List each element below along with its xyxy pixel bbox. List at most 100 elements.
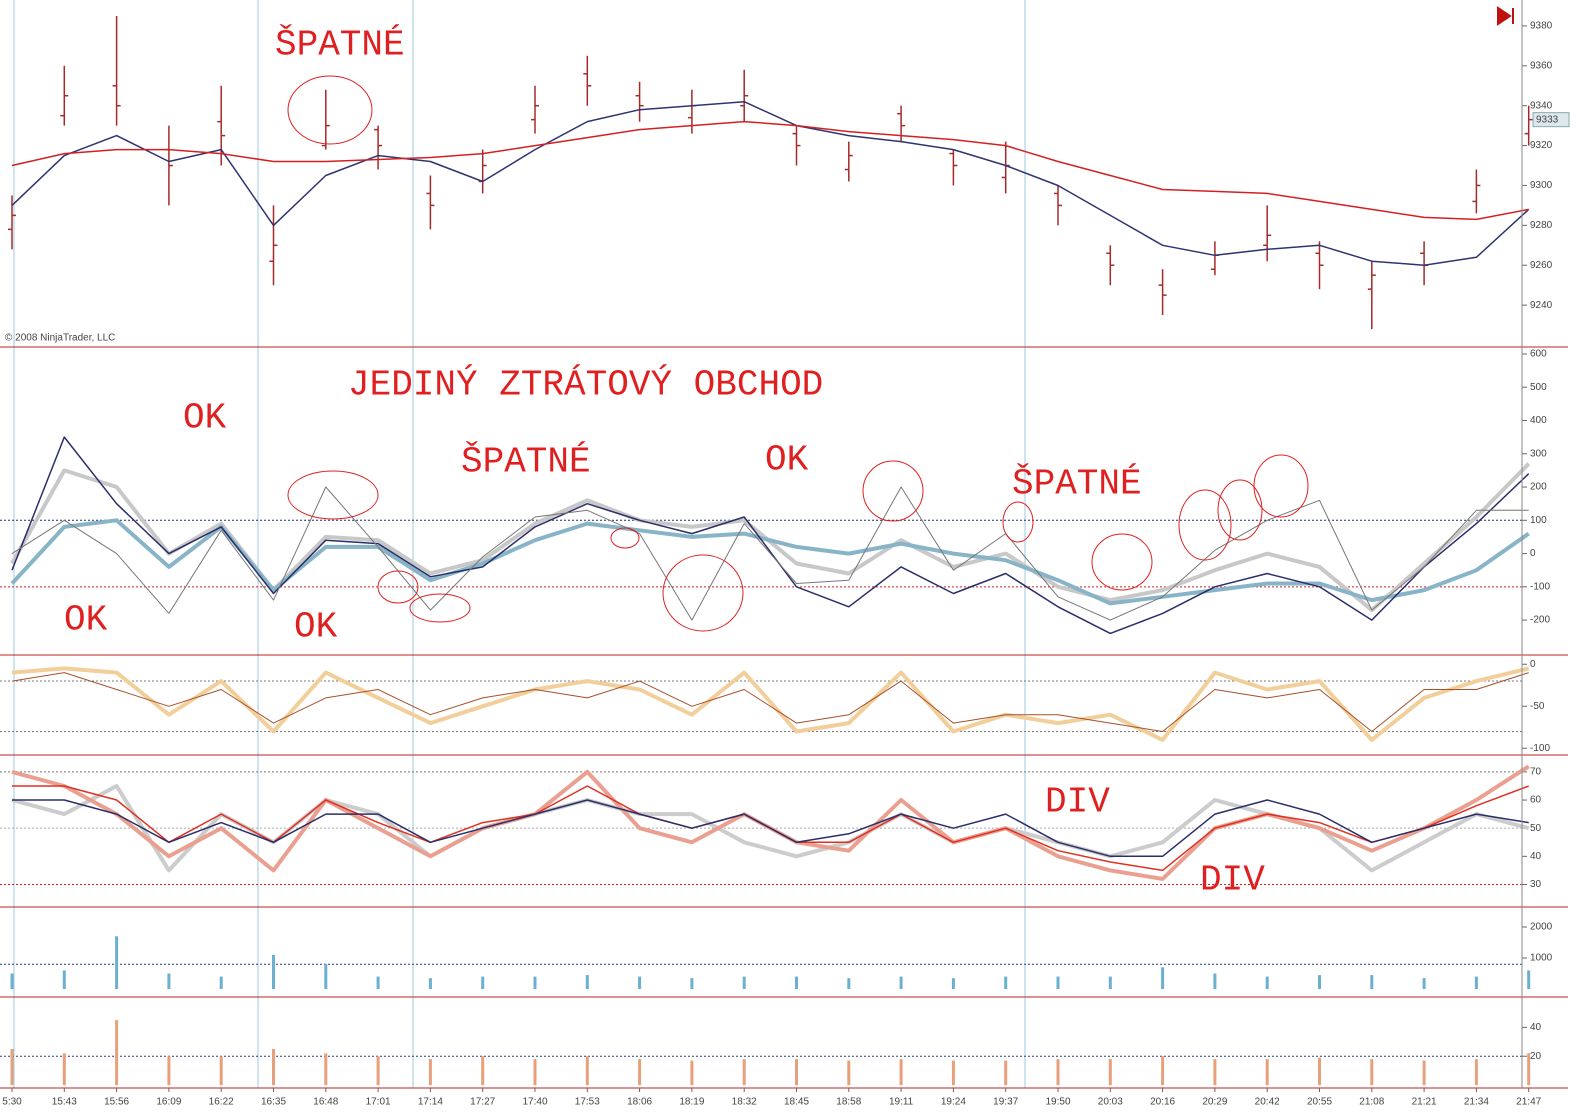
annotation: DIV [1045,782,1110,823]
series-line [11,436,1530,635]
bar [1161,1056,1165,1086]
y-tick-label: 0 [1530,548,1536,559]
bar [481,1056,485,1086]
bar [951,978,955,990]
bar [1161,967,1165,990]
x-tick-label: 20:42 [1255,1097,1280,1108]
bar [899,976,903,990]
bar [272,1049,275,1086]
annotation-circle [1002,501,1034,543]
bar [219,976,223,990]
annotation: ŠPATNÉ [1012,462,1142,505]
bar [62,970,66,990]
bar [638,1059,642,1086]
bar [1474,976,1478,990]
annotation-circle [862,460,924,522]
y-tick-label: 50 [1530,823,1542,834]
bar [1056,1059,1060,1086]
y-tick-label: 0 [1530,659,1536,670]
bar [1422,978,1426,990]
annotation-circle [1091,533,1153,591]
bar [899,1059,903,1086]
annotation: OK [294,607,338,648]
bar [376,1056,380,1086]
bar [376,976,380,990]
bar [62,1053,66,1086]
bar [324,1053,328,1086]
x-tick-label: 20:29 [1202,1097,1227,1108]
y-tick-label: 9300 [1530,180,1553,191]
y-tick-label: 200 [1530,482,1547,493]
y-tick-label: -50 [1530,701,1545,712]
bar [1108,1059,1112,1086]
annotation-circle [1253,454,1309,518]
y-tick-label: 9240 [1530,300,1553,311]
y-tick-label: 9280 [1530,220,1553,231]
x-tick-label: 17:14 [418,1097,443,1108]
x-tick-label: 20:16 [1150,1097,1175,1108]
x-tick-label: 16:35 [261,1097,286,1108]
x-tick-label: 18:19 [679,1097,704,1108]
y-tick-label: 400 [1530,415,1547,426]
x-tick-label: 20:03 [1098,1097,1123,1108]
y-tick-label: 9260 [1530,260,1553,271]
bar [690,978,694,990]
bar [585,975,589,990]
bar [219,1056,223,1086]
bar [1318,1057,1321,1086]
bar [1213,973,1217,990]
y-tick-label: -100 [1530,581,1550,592]
y-tick-label: 9320 [1530,140,1553,151]
y-tick-label: 40 [1530,851,1542,862]
annotation-circle [1178,489,1232,561]
bar [690,1060,694,1086]
y-tick-label: 500 [1530,382,1547,393]
bar [167,973,171,990]
annotation: ŠPATNÉ [275,23,405,66]
x-tick-label: 19:11 [889,1097,914,1108]
x-tick-label: 18:32 [732,1097,757,1108]
bar [847,1060,851,1086]
y-tick-label: 9340 [1530,100,1553,111]
annotation-circle [409,593,471,623]
y-tick-label: 70 [1530,767,1542,778]
bar [1474,1059,1478,1086]
bar [1527,1053,1531,1086]
bar [742,976,746,990]
x-tick-label: 19:37 [993,1097,1018,1108]
bar [951,1060,955,1086]
y-tick-label: 30 [1530,879,1542,890]
scroll-end-icon[interactable] [1497,6,1514,26]
x-tick-label: 16:22 [209,1097,234,1108]
annotation: OK [183,398,227,439]
annotation: ŠPATNÉ [461,440,591,483]
annotation-circle [610,527,640,549]
bar [272,954,275,990]
bar [1108,976,1112,990]
bar [1527,970,1531,990]
bar [638,976,642,990]
last-price-label: 9333 [1536,114,1559,125]
y-tick-label: -200 [1530,615,1550,626]
y-tick-label: -100 [1530,743,1550,754]
bar [10,1049,14,1086]
annotation: JEDINÝ ZTRÁTOVÝ OBCHOD [348,364,823,406]
x-tick-label: 20:55 [1307,1097,1332,1108]
x-tick-label: 17:40 [522,1097,547,1108]
bar [324,964,328,990]
y-tick-label: 600 [1530,349,1547,360]
bar [167,1056,171,1086]
bar [481,976,485,990]
x-tick-label: 5:30 [2,1097,22,1108]
y-tick-label: 9360 [1530,60,1553,71]
bar [1370,1059,1374,1086]
bar [115,1020,119,1086]
x-tick-label: 19:24 [941,1097,966,1108]
bar [795,1059,798,1086]
bar [585,1056,589,1086]
series-line [12,799,1529,858]
x-tick-label: 19:50 [1045,1097,1070,1108]
y-tick-label: 1000 [1530,953,1553,964]
annotation-circle [1217,479,1263,541]
